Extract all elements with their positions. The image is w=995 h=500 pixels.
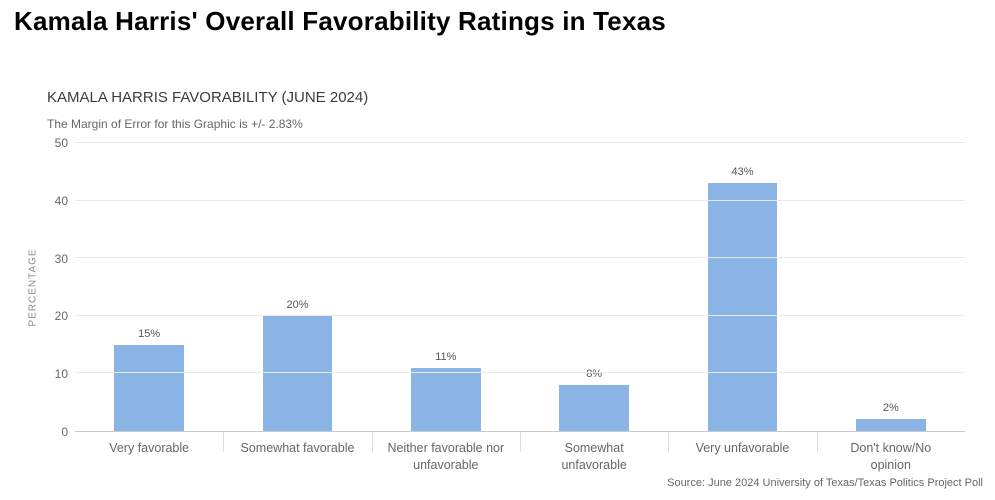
- bar-value-label: 20%: [286, 298, 309, 311]
- gridline: [75, 314, 965, 316]
- bar-slot: 8%: [520, 143, 668, 431]
- x-category-label: Very unfavorable: [695, 441, 790, 455]
- y-axis: 0 10 20 30 40 50: [0, 136, 68, 439]
- x-label-cell: Very favorable: [75, 440, 223, 474]
- y-tick-label: 0: [61, 425, 68, 439]
- x-category-label: Very favorable: [109, 441, 190, 455]
- x-axis-labels: Very favorable Somewhat favorable Neither …: [75, 440, 965, 474]
- bar: [410, 367, 481, 431]
- x-label-cell: Very unfavorable: [668, 440, 816, 474]
- x-category-label: Somewhat favorable: [240, 441, 355, 455]
- bar-slot: 11%: [372, 143, 520, 431]
- bar-value-label: 11%: [435, 350, 457, 363]
- bar: [262, 315, 333, 431]
- y-tick-label: 50: [54, 136, 68, 150]
- chart-note: The Margin of Error for this Graphic is …: [47, 117, 303, 131]
- bar-value-label: 2%: [882, 402, 899, 415]
- y-tick-label: 20: [54, 309, 68, 324]
- bar: [707, 183, 778, 431]
- bar-slot: 20%: [223, 143, 371, 431]
- x-label-cell: Somewhat favorable: [223, 440, 371, 474]
- y-tick-label: 40: [54, 193, 68, 208]
- gridline: [75, 142, 965, 143]
- y-tick-label: 10: [54, 367, 68, 382]
- bar: [559, 384, 629, 431]
- x-category-label: Neither favorable nor unfavorable: [387, 441, 505, 472]
- page-title: Kamala Harris' Overall Favorability Rati…: [14, 6, 666, 36]
- bar-slot: 43%: [668, 143, 816, 431]
- gridline: [75, 257, 965, 259]
- bar-slot: 15%: [75, 143, 223, 431]
- plot-area: 15% 20% 11% 8% 43% 2%: [75, 142, 965, 432]
- bar-value-label: 15%: [138, 327, 161, 340]
- gridline: [75, 372, 965, 374]
- bar: [114, 344, 185, 431]
- bar-value-label: 43%: [731, 166, 754, 179]
- x-label-cell: Neither favorable nor unfavorable: [372, 440, 520, 474]
- x-label-cell: Don't know/No opinion: [817, 440, 965, 474]
- bar-value-label: 8%: [586, 367, 603, 380]
- gridline: [75, 199, 965, 201]
- x-category-label: Don't know/No opinion: [850, 441, 932, 472]
- bar: [855, 419, 926, 431]
- x-label-cell: Somewhat unfavorable: [520, 440, 668, 474]
- bar-slot: 2%: [817, 143, 965, 431]
- chart-subtitle: KAMALA HARRIS FAVORABILITY (JUNE 2024): [47, 89, 369, 106]
- x-category-label: Somewhat unfavorable: [561, 441, 627, 472]
- source-credit: Source: June 2024 University of Texas/Te…: [667, 477, 983, 489]
- y-tick-label: 30: [54, 251, 68, 266]
- bars-row: 15% 20% 11% 8% 43% 2%: [75, 143, 965, 431]
